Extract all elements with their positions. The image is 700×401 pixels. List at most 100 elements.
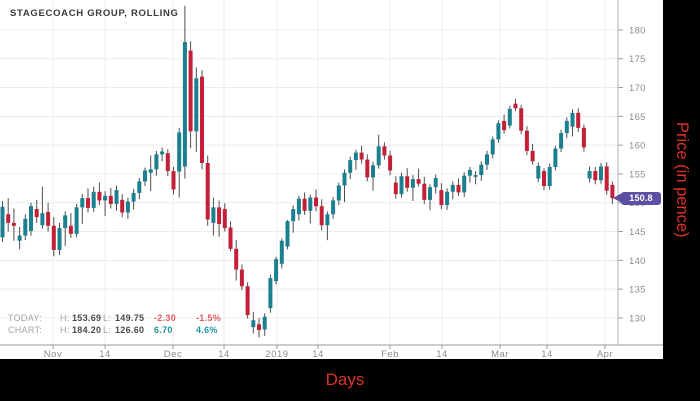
candle[interactable] [57, 222, 62, 256]
candle[interactable] [502, 114, 507, 134]
candle[interactable] [114, 185, 119, 211]
candle[interactable] [587, 166, 592, 183]
candle[interactable] [302, 192, 307, 215]
candle[interactable] [143, 167, 147, 187]
candle[interactable] [200, 70, 204, 170]
candle[interactable] [285, 220, 290, 250]
candle[interactable] [530, 143, 535, 165]
candle[interactable] [291, 205, 296, 233]
candle[interactable] [467, 167, 472, 183]
candle[interactable] [279, 238, 284, 269]
candle[interactable] [399, 172, 404, 198]
candle[interactable] [348, 156, 353, 180]
candle[interactable] [34, 199, 39, 223]
candle[interactable] [542, 168, 546, 191]
candle[interactable] [496, 120, 501, 143]
candle[interactable] [599, 162, 603, 184]
candle[interactable] [336, 182, 341, 206]
candle[interactable] [314, 189, 318, 212]
candle[interactable] [376, 134, 381, 169]
candle[interactable] [371, 161, 375, 191]
candle[interactable] [165, 149, 170, 177]
candle[interactable] [450, 181, 455, 200]
candle[interactable] [251, 312, 256, 334]
candle[interactable] [581, 124, 586, 152]
candle[interactable] [245, 282, 250, 319]
candle[interactable] [593, 167, 598, 185]
candle[interactable] [519, 104, 524, 135]
candle[interactable] [188, 41, 193, 149]
candle[interactable] [137, 177, 142, 200]
candle[interactable] [274, 256, 279, 285]
candle[interactable] [604, 162, 609, 195]
candle[interactable] [23, 214, 28, 241]
candle[interactable] [182, 5, 187, 179]
candle[interactable] [490, 136, 495, 159]
candle[interactable] [63, 211, 68, 246]
candle[interactable] [393, 176, 398, 199]
candle[interactable] [410, 175, 415, 202]
candle[interactable] [268, 274, 273, 313]
candle[interactable] [524, 126, 529, 155]
candle[interactable] [108, 187, 113, 209]
candle[interactable] [171, 167, 176, 195]
candle[interactable] [365, 154, 370, 182]
candle[interactable] [80, 194, 85, 225]
candle[interactable] [239, 264, 244, 291]
candle[interactable] [388, 150, 393, 176]
candle[interactable] [234, 240, 239, 281]
candle[interactable] [0, 201, 5, 242]
candle[interactable] [257, 317, 261, 338]
candle[interactable] [103, 191, 108, 216]
candle[interactable] [319, 199, 324, 231]
candle[interactable] [559, 129, 564, 153]
candle[interactable] [6, 198, 11, 232]
candle[interactable] [462, 172, 467, 197]
candle[interactable] [485, 150, 489, 170]
candle[interactable] [570, 109, 575, 137]
candle[interactable] [74, 203, 79, 238]
candle[interactable] [17, 226, 22, 250]
candle[interactable] [154, 150, 159, 176]
candle[interactable] [553, 145, 558, 171]
candle[interactable] [120, 194, 125, 218]
candle[interactable] [353, 149, 358, 170]
candle[interactable] [445, 188, 450, 210]
candle[interactable] [513, 99, 518, 112]
candle[interactable] [148, 155, 153, 192]
candle[interactable] [473, 171, 478, 185]
candle[interactable] [536, 162, 541, 183]
candle[interactable] [125, 197, 130, 219]
candle[interactable] [86, 188, 90, 213]
candle[interactable] [331, 196, 336, 219]
candle[interactable] [610, 181, 615, 204]
candle[interactable] [160, 147, 165, 162]
candle[interactable] [342, 169, 347, 203]
candle[interactable] [382, 142, 387, 160]
candle[interactable] [564, 117, 569, 139]
candle[interactable] [405, 168, 410, 192]
candle[interactable] [456, 178, 461, 196]
candle[interactable] [194, 67, 199, 153]
candle[interactable] [308, 194, 313, 224]
candle[interactable] [325, 211, 330, 241]
candle[interactable] [91, 186, 96, 212]
candle[interactable] [131, 188, 136, 210]
candle[interactable] [228, 221, 233, 252]
candle[interactable] [296, 195, 301, 221]
candle[interactable] [68, 213, 73, 238]
candle[interactable] [46, 202, 51, 232]
candle[interactable] [359, 145, 364, 164]
candle[interactable] [422, 176, 427, 204]
candle[interactable] [177, 127, 182, 198]
candle[interactable] [97, 182, 102, 206]
candle[interactable] [262, 313, 267, 336]
candle[interactable] [211, 197, 216, 236]
candle[interactable] [416, 168, 421, 187]
candle[interactable] [217, 200, 222, 237]
candle[interactable] [547, 163, 552, 190]
price-chart[interactable]: 130135140145150155160165170175180Nov14De… [0, 0, 663, 359]
candle[interactable] [11, 208, 16, 241]
candle[interactable] [222, 203, 227, 232]
candle[interactable] [29, 202, 33, 236]
